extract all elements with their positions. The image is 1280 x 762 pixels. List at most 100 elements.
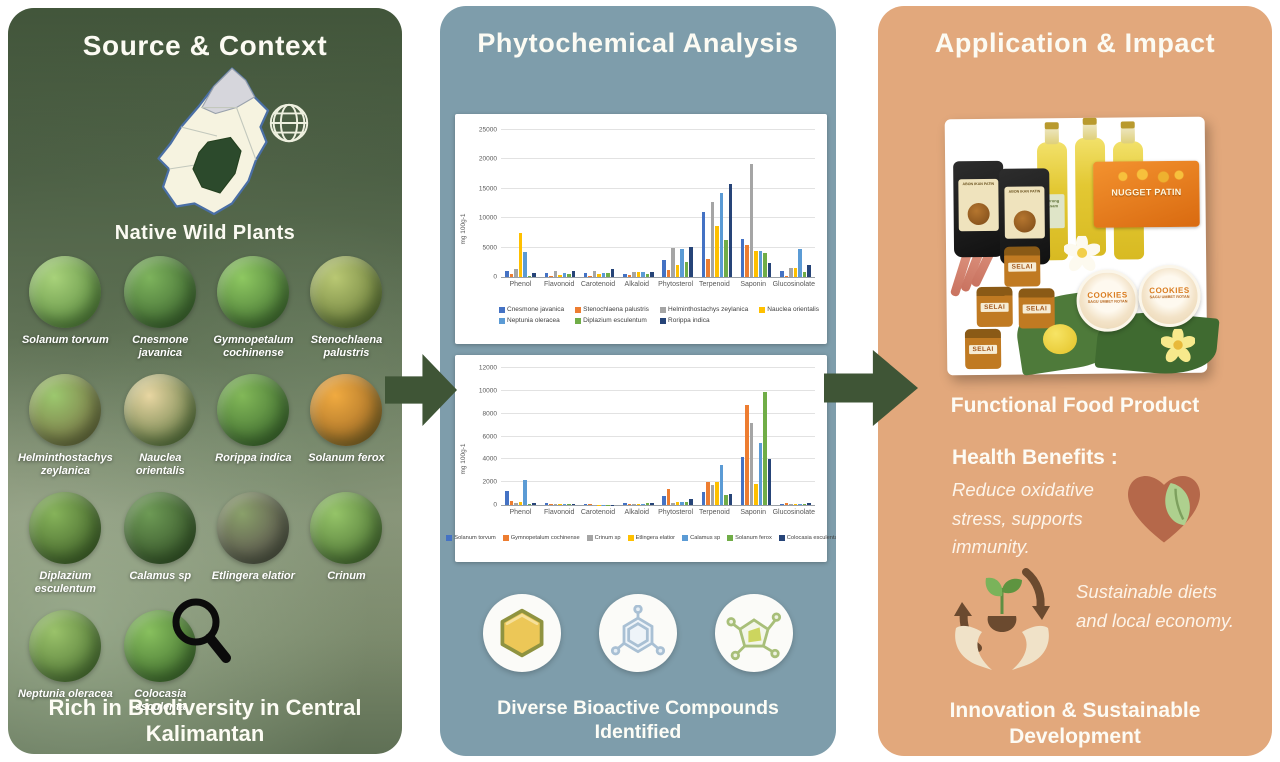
selai-jar: SELAI <box>1018 288 1055 329</box>
sustainability-text: Sustainable diets and local economy. <box>1076 581 1235 631</box>
bar <box>583 504 588 505</box>
gridline <box>501 187 815 189</box>
bar <box>544 272 549 277</box>
bar <box>780 503 784 505</box>
plant-item: Cnesmone javanica <box>115 256 206 362</box>
chart1-category-axis: Phenol Flavonoid Carotenoid Alkaloid Phytost… <box>501 281 816 288</box>
plant-photo <box>217 256 290 328</box>
bar <box>567 274 571 277</box>
legend-swatch <box>627 535 634 541</box>
bar <box>527 276 532 277</box>
bar-group <box>737 130 776 277</box>
bar <box>728 493 733 505</box>
bar <box>710 485 715 505</box>
plant-photo <box>310 492 383 564</box>
bar <box>549 503 553 505</box>
bar <box>641 272 645 277</box>
legend-swatch <box>446 535 453 541</box>
gridline <box>501 246 815 248</box>
bar <box>802 272 807 277</box>
legend-item: Cnesmone javanica <box>499 306 564 313</box>
bar <box>706 259 710 277</box>
bar <box>601 272 606 277</box>
plant-photo <box>29 610 102 682</box>
legend-name: Cnesmone javanica <box>507 306 565 313</box>
category-label: Flavonoid <box>544 509 575 516</box>
bar <box>754 484 758 505</box>
bar <box>553 271 558 277</box>
plant-name: Gymnopetalum cochinense <box>213 334 294 359</box>
tub-sublabel: SAGU UMBET ROTAN <box>1087 299 1128 304</box>
legend-item: Helminthostachys zeylanica <box>660 306 748 313</box>
sustainability-hands-icon <box>942 554 1062 674</box>
plant-photo <box>310 374 383 446</box>
chart2-category-axis: Phenol Flavonoid Carotenoid Alkaloid Phytost… <box>501 509 816 516</box>
y-tick-label: 4000 <box>482 455 497 463</box>
plant-name: Nauclea orientalis <box>135 452 185 477</box>
pouch-label: ABON IKAN PATIN <box>1004 186 1045 239</box>
bar <box>758 250 763 277</box>
plant-name: Solanum torvum <box>21 334 109 346</box>
bar <box>784 502 789 505</box>
bar <box>740 457 745 505</box>
functional-food-heading: Functional Food Product <box>950 394 1200 417</box>
bar <box>798 503 802 505</box>
legend-item: Etlingera elatior <box>627 535 675 541</box>
category-label: Carotenoid <box>580 509 616 516</box>
bar <box>684 501 689 505</box>
bar <box>597 273 601 277</box>
category-label: Glucosinolate <box>772 509 815 516</box>
legend-name: Solanum torvum <box>454 535 496 541</box>
chart1-legend: Cnesmone javanica Stenochlaena palustris H… <box>499 306 819 324</box>
gridline <box>501 458 815 460</box>
legend-swatch <box>660 317 667 324</box>
nugget-box: NUGGET PATIN <box>1093 160 1200 228</box>
bar <box>645 274 650 277</box>
cookies-tub: COOKIES SAGU UMBET ROTAN <box>1076 269 1139 332</box>
plant-item: Calamus sp <box>115 492 206 598</box>
bar <box>562 272 567 277</box>
bar <box>527 504 532 505</box>
bar-group <box>501 368 540 505</box>
bar-group <box>580 368 619 505</box>
bar <box>632 272 636 277</box>
legend-name: Nauclea orientalis <box>767 306 819 313</box>
bar-group <box>697 130 736 277</box>
gridline <box>501 129 815 130</box>
bar <box>645 503 650 505</box>
bar <box>767 262 772 277</box>
cookies-tub: COOKIES SAGU UMBET ROTAN <box>1138 264 1201 328</box>
bar <box>715 481 719 505</box>
legend-swatch <box>682 535 689 541</box>
legend-name: Gymnopetalum cochinense <box>510 535 580 541</box>
left-panel-footer: Rich in Biodiversity in Central Kalimant… <box>48 695 362 746</box>
bar <box>780 271 784 277</box>
bar <box>724 494 728 505</box>
bar <box>689 498 693 505</box>
bar <box>666 489 671 505</box>
bar <box>745 404 749 505</box>
bar <box>662 259 666 277</box>
bar <box>675 501 680 505</box>
plant-item: Helminthostachys zeylanica <box>18 374 113 480</box>
plant-photo <box>124 374 197 446</box>
bar-group <box>776 368 815 505</box>
plant-item: Neptunia oleracea <box>18 610 113 716</box>
legend-swatch <box>575 306 582 313</box>
legend-name: Colocasia esculenta <box>786 535 836 541</box>
plant-name: Etlingera elatior <box>211 570 295 582</box>
plant-photo <box>124 492 197 564</box>
central-kalimantan-region <box>192 136 242 194</box>
borneo-map <box>136 64 286 226</box>
legend-name: Diplazium esculentum <box>583 317 647 324</box>
bar <box>807 503 811 505</box>
jar-label: SELAI <box>1008 262 1036 272</box>
plant-name: Colocasia esculenta <box>134 688 187 713</box>
plant-item: Solanum ferox <box>301 374 392 480</box>
y-tick-label: 2000 <box>482 478 497 486</box>
y-tick-label: 10000 <box>478 214 497 222</box>
legend-swatch <box>727 535 734 541</box>
bar <box>505 491 509 505</box>
y-tick-label: 20000 <box>478 155 497 163</box>
